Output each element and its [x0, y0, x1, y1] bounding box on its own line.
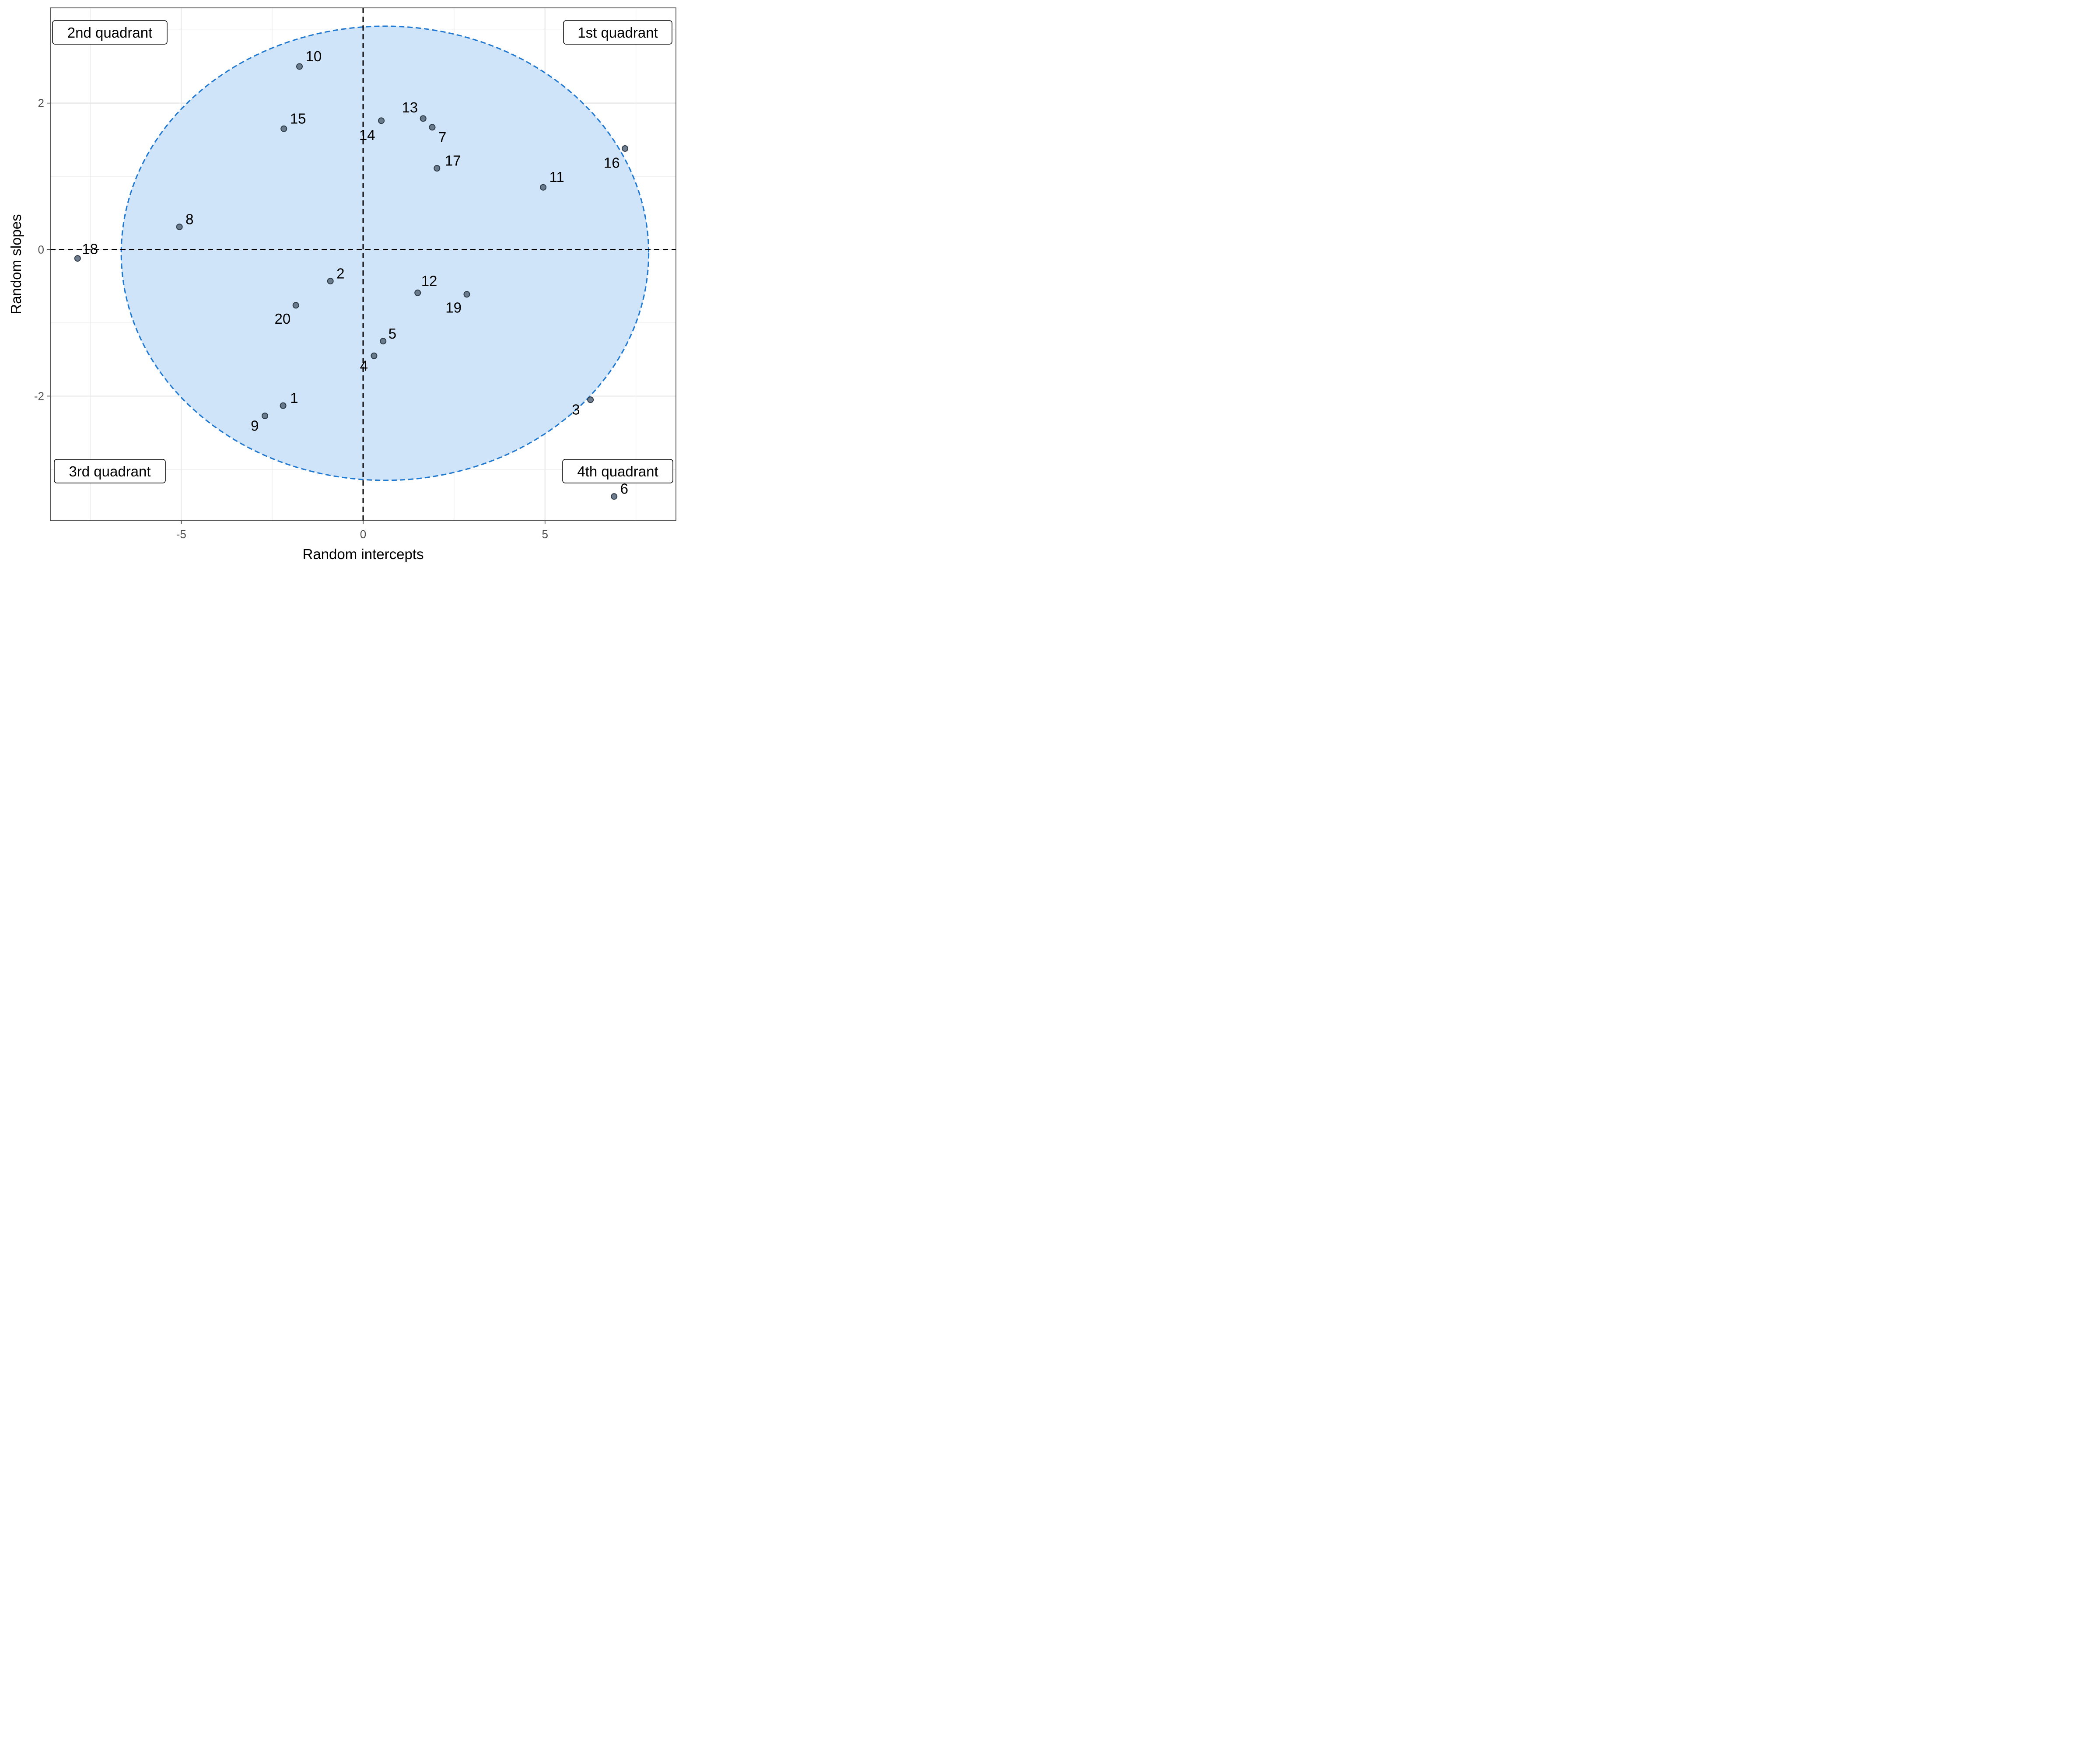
reference-lines: [50, 8, 676, 521]
data-point-15: [280, 125, 287, 132]
quadrant-label-box: [52, 20, 168, 45]
point-label-11: 11: [550, 169, 564, 185]
point-label-9: 9: [251, 418, 259, 434]
x-tick-label: -5: [176, 528, 186, 541]
point-label-8: 8: [186, 211, 193, 228]
point-label-3: 3: [572, 402, 580, 418]
point-label-1: 1: [290, 390, 298, 406]
quadrant-label-top-right: 1st quadrant: [563, 20, 672, 45]
quadrant-label-box: [563, 20, 672, 45]
point-label-13: 13: [402, 99, 418, 116]
y-tick-label: 2: [38, 97, 44, 110]
data-point-2: [327, 278, 334, 285]
point-label-6: 6: [620, 481, 628, 497]
data-point-11: [540, 184, 547, 191]
quadrant-label-box: [562, 459, 673, 483]
data-point-3: [587, 396, 594, 403]
point-label-20: 20: [274, 311, 290, 327]
data-point-18: [74, 255, 81, 262]
y-tick-label: -2: [34, 389, 44, 402]
point-label-19: 19: [445, 300, 462, 316]
data-point-6: [611, 493, 618, 500]
quadrant-label-bottom-right: 4th quadrant: [562, 459, 673, 483]
quadrant-label-box: [54, 459, 166, 483]
x-tick-label: 0: [360, 528, 366, 541]
quadrant-label-text: 3rd quadrant: [69, 463, 150, 480]
point-label-15: 15: [290, 110, 306, 126]
x-tick-label: 5: [542, 528, 548, 541]
data-point-8: [176, 224, 183, 231]
x-axis-title: Random intercepts: [303, 546, 424, 562]
data-point-16: [622, 145, 629, 152]
point-label-16: 16: [604, 154, 620, 171]
point-label-10: 10: [306, 48, 322, 64]
quadrant-label-text: 4th quadrant: [577, 463, 658, 480]
data-point-17: [434, 165, 441, 172]
quadrant-label-text: 2nd quadrant: [67, 24, 153, 41]
point-label-12: 12: [421, 273, 438, 289]
points: [74, 63, 629, 500]
data-point-5: [380, 338, 387, 345]
data-point-20: [292, 302, 299, 309]
point-label-17: 17: [445, 153, 461, 169]
quadrant-label-text: 1st quadrant: [578, 24, 658, 41]
data-point-7: [429, 124, 436, 131]
data-point-13: [420, 115, 427, 122]
data-point-9: [262, 413, 269, 420]
point-label-4: 4: [360, 357, 368, 374]
quadrant-label-bottom-left: 3rd quadrant: [54, 459, 166, 483]
quadrant-labels: 1st quadrant 2nd quadrant 3rd quadrant 4th …: [52, 20, 673, 483]
point-label-5: 5: [388, 326, 396, 342]
data-point-19: [463, 291, 470, 298]
point-label-7: 7: [438, 129, 446, 145]
data-point-10: [296, 63, 303, 70]
point-label-14: 14: [359, 127, 375, 143]
y-tick-label: 0: [38, 243, 44, 256]
data-point-1: [280, 402, 287, 409]
data-point-4: [371, 352, 378, 359]
point-label-2: 2: [336, 266, 344, 282]
axis-ticks: -5 0 5 -2 0 2: [34, 97, 548, 541]
point-label-18: 18: [82, 241, 98, 257]
data-point-12: [414, 289, 421, 296]
confidence-ellipse: [120, 25, 650, 481]
data-point-14: [378, 117, 385, 124]
quadrant-label-top-left: 2nd quadrant: [52, 20, 168, 45]
y-axis-title: Random slopes: [8, 214, 24, 314]
